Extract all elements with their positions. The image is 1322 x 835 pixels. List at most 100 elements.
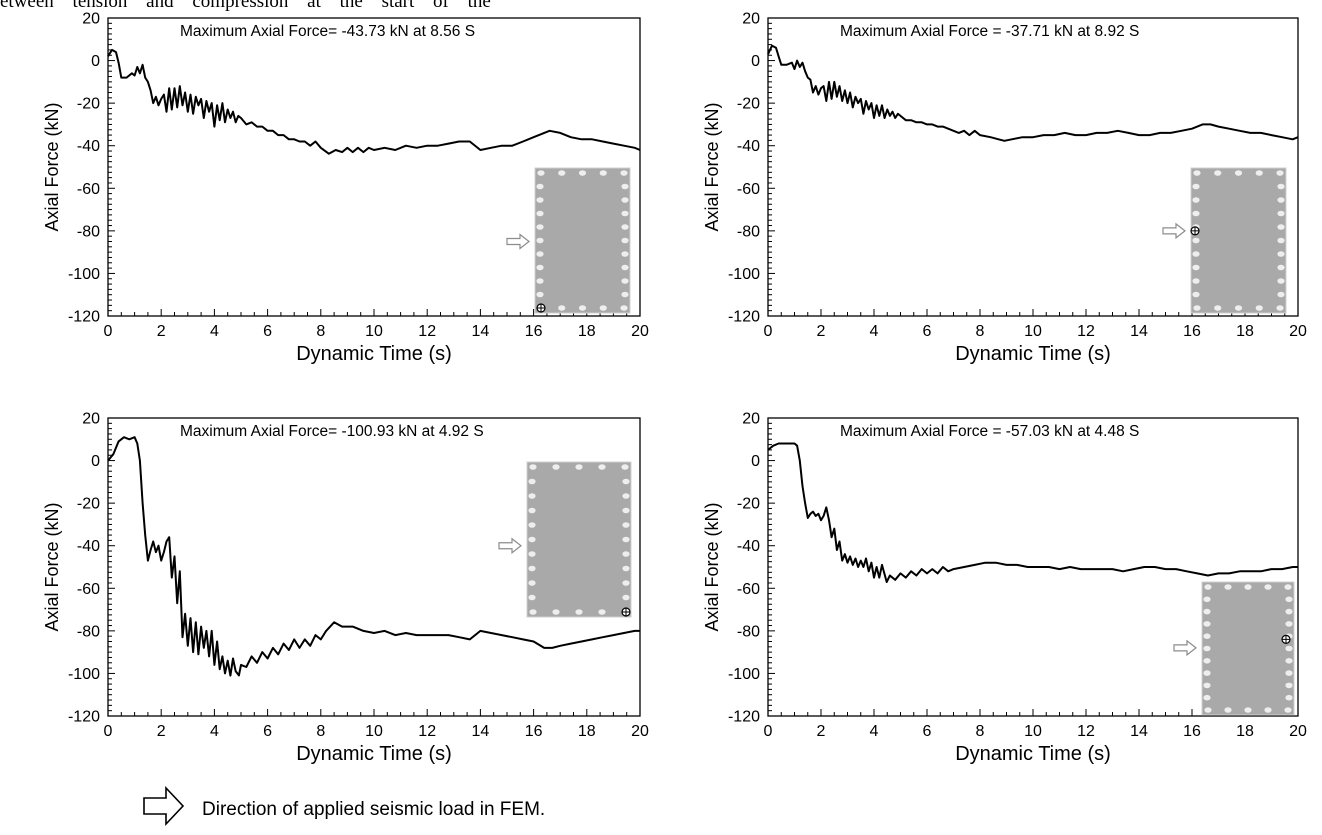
- rebar-dot: [621, 251, 629, 257]
- max-force-annotation: Maximum Axial Force= -100.93 kN at 4.92 …: [180, 423, 484, 440]
- rebar-dot: [1277, 291, 1285, 298]
- y-tick-label: -20: [737, 96, 760, 113]
- rebar-dot: [1192, 264, 1200, 271]
- y-tick-label: 20: [742, 11, 760, 28]
- rebar-dot: [536, 251, 544, 257]
- rebar-dot: [1244, 584, 1252, 590]
- rebar-dot: [1203, 608, 1211, 615]
- page-header-fragment: etween tension and compression at the st…: [0, 0, 491, 11]
- rebar-dot: [1234, 170, 1243, 176]
- rebar-dot: [552, 609, 560, 615]
- chart-bottom-left: 0 2 4 6 8 10 12 14 16 18 20 20 0 -20 -40 -60 -80 -100 -120…: [42, 411, 649, 766]
- x-tick-label: 6: [923, 723, 932, 740]
- x-tick-label: 12: [1077, 323, 1095, 340]
- x-tick-label: 10: [365, 723, 383, 740]
- y-tick-label: -80: [737, 223, 760, 240]
- y-tick-label: -60: [737, 581, 760, 598]
- rebar-dot: [1285, 608, 1293, 615]
- rebar-dot: [536, 237, 544, 244]
- rebar-dot: [621, 264, 629, 271]
- rebar-dot: [1285, 694, 1293, 701]
- y-axis-label: Axial Force (kN): [42, 502, 62, 631]
- section-rect: [534, 167, 631, 314]
- rebar-dot: [528, 551, 536, 557]
- rebar-dot: [1285, 596, 1293, 603]
- y-tick-label: -80: [77, 223, 100, 240]
- rebar-dot: [1192, 183, 1200, 190]
- rebar-dot: [1264, 584, 1272, 590]
- x-axis-label: Dynamic Time (s): [955, 343, 1111, 365]
- rebar-dot: [528, 493, 536, 499]
- y-tick-label: 20: [742, 411, 760, 428]
- footnote-text: Direction of applied seismic load in FEM…: [202, 799, 545, 820]
- max-force-annotation: Maximum Axial Force = -37.71 kN at 8.92 …: [840, 23, 1139, 40]
- x-tick-label: 20: [631, 723, 649, 740]
- x-tick-label: 4: [870, 723, 879, 740]
- rebar-dot: [622, 565, 630, 572]
- rebar-dot: [622, 522, 630, 528]
- y-tick-label: -100: [728, 266, 760, 283]
- rebar-dot: [1192, 237, 1200, 244]
- rebar-dot: [1285, 621, 1293, 627]
- y-tick-label: 0: [751, 453, 760, 470]
- series-line: [767, 44, 1299, 142]
- cross-section-inset: [506, 167, 631, 314]
- rebar-dot: [1204, 707, 1212, 713]
- rebar-dot: [622, 551, 630, 557]
- rebar-dot: [536, 210, 544, 217]
- rebar-dot: [528, 478, 536, 485]
- rebar-dot: [1255, 170, 1263, 176]
- rebar-dot: [621, 464, 629, 470]
- rebar-dot: [1285, 670, 1293, 676]
- y-tick-label: -40: [77, 538, 100, 555]
- rebar-dot: [1192, 278, 1200, 284]
- rebar-dot: [622, 507, 630, 514]
- rebar-dot: [536, 183, 544, 190]
- rebar-dot: [621, 291, 629, 298]
- y-axis-label: Axial Force (kN): [702, 102, 722, 231]
- rebar-dot: [620, 170, 628, 176]
- rebar-dot: [1277, 210, 1285, 217]
- rebar-dot: [598, 609, 606, 615]
- x-tick-label: 8: [316, 323, 325, 340]
- rebar-dot: [1193, 170, 1201, 176]
- x-tick-label: 6: [263, 723, 272, 740]
- rebar-dot: [622, 580, 630, 586]
- rebar-dot: [1276, 170, 1284, 176]
- x-tick-label: 2: [817, 723, 826, 740]
- cross-section-inset: [1173, 581, 1295, 716]
- rebar-dot: [1284, 707, 1292, 713]
- rebar-dot: [1255, 305, 1263, 311]
- section-rect: [1190, 167, 1287, 314]
- y-tick-label: -80: [77, 623, 100, 640]
- x-tick-label: 4: [210, 323, 219, 340]
- rebar-dot: [1192, 210, 1200, 217]
- rebar-dot: [1192, 251, 1200, 257]
- rebar-dot: [1203, 596, 1211, 603]
- footnote-group: Direction of applied seismic load in FEM…: [143, 785, 545, 827]
- x-tick-label: 2: [817, 323, 826, 340]
- y-tick-label: -120: [728, 709, 760, 726]
- y-axis-label: Axial Force (kN): [42, 102, 62, 231]
- rebar-dot: [1277, 278, 1285, 284]
- x-tick-label: 0: [764, 723, 773, 740]
- rebar-dot: [1277, 183, 1285, 190]
- rebar-dot: [622, 493, 630, 499]
- x-tick-label: 20: [631, 323, 649, 340]
- x-tick-label: 20: [1289, 323, 1307, 340]
- y-tick-label: -100: [728, 666, 760, 683]
- x-tick-label: 14: [1130, 323, 1148, 340]
- rebar-dot: [536, 224, 544, 230]
- rebar-dot: [620, 305, 628, 311]
- rebar-dot: [528, 594, 536, 601]
- x-tick-label: 14: [472, 723, 490, 740]
- max-force-annotation: Maximum Axial Force= -43.73 kN at 8.56 S: [180, 23, 475, 40]
- rebar-dot: [528, 507, 536, 514]
- y-tick-label: -60: [77, 581, 100, 598]
- rebar-dot: [575, 464, 583, 470]
- rebar-dot: [1203, 645, 1211, 652]
- x-tick-label: 20: [1289, 723, 1307, 740]
- series-line: [107, 48, 641, 155]
- chart-top-right: 0 2 4 6 8 10 12 14 16 18 20 20 0 -20 -40 -60 -80 -100 -120…: [702, 11, 1307, 366]
- rebar-dot: [536, 197, 544, 203]
